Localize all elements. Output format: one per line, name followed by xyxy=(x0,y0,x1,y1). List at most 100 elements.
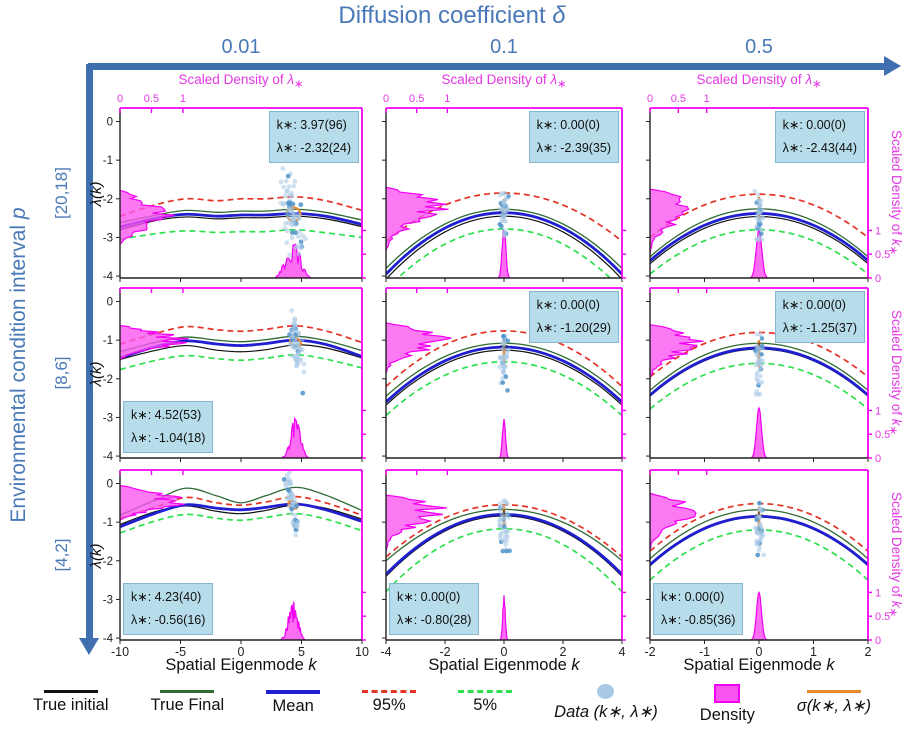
left-axis-title-text: Environmental condition interval xyxy=(7,224,30,523)
x-tick-label: 0 xyxy=(501,645,508,659)
y-tick-label: -3 xyxy=(103,594,113,606)
legend-item-data: Data (k∗, λ∗) xyxy=(554,684,658,722)
environment-axis-arrowhead-icon xyxy=(79,638,99,655)
density-top-label-col1: Scaled Density of λ∗ xyxy=(179,72,304,91)
annotation-lambda: λ∗: -1.25(37) xyxy=(782,320,857,335)
plot-canvas: 0 -1 -2 -3 -4-10 -5 0 5 10 xyxy=(103,469,369,659)
density-top-sub: ∗ xyxy=(294,78,304,91)
density-top-tick-label: 1 xyxy=(704,93,710,105)
true-initial-line-icon xyxy=(43,690,98,693)
environment-axis-arrow xyxy=(86,64,93,640)
left-axis-title-var: p xyxy=(7,207,30,220)
annotation-lambda: λ∗: -0.85(36) xyxy=(661,612,736,627)
density-right-var: k xyxy=(889,601,904,609)
legend-label: Data (k∗, λ∗) xyxy=(554,703,658,721)
y-tick-label: -4 xyxy=(103,633,114,645)
density-left xyxy=(120,189,175,246)
curve-p5 xyxy=(120,228,362,241)
true-final-line-icon xyxy=(160,690,215,693)
density-right-tick-label: 1 xyxy=(875,225,881,237)
x-tick-label: -2 xyxy=(644,645,655,659)
x-axis-label-col2: Spatial Eigenmode k xyxy=(428,656,579,675)
plot-content xyxy=(386,186,622,278)
legend: True initial True Final Mean 95% 5% Data… xyxy=(0,684,904,725)
density-bottom xyxy=(274,243,313,278)
annotation-lambda: λ∗: -0.80(28) xyxy=(397,612,472,627)
plot-canvas: -2 -1 0 1 200.51 xyxy=(644,469,890,659)
density-swatch-icon xyxy=(714,684,741,703)
density-top-tick-label: 1 xyxy=(444,93,450,105)
y-tick-label: -2 xyxy=(103,374,113,386)
subplot-r1c2: 0 0.5 1 k∗: 0.00(0) λ∗: -2.39(35) xyxy=(382,93,626,282)
curve-p95 xyxy=(120,325,362,345)
y-tick-label: -4 xyxy=(103,451,114,463)
density-right-tick-label: 0.5 xyxy=(875,429,890,441)
subplot-r1c1: 0 -1 -2 -3 -4 0 0.5 1 k∗: 3.97(96) λ∗: -2.32(24) xyxy=(103,93,366,283)
annotation-box: k∗: 4.23(40) λ∗: -0.56(16) xyxy=(123,583,214,635)
density-left xyxy=(650,492,697,550)
x-axis-label-text: Spatial Eigenmode xyxy=(683,656,822,674)
density-top-sub: ∗ xyxy=(557,78,567,91)
density-top-var: λ xyxy=(805,72,813,87)
annotation-k: k∗: 0.00(0) xyxy=(536,298,600,312)
annotation-lambda: λ∗: -1.20(29) xyxy=(536,320,611,335)
density-top-text: Scaled Density of xyxy=(696,72,802,87)
plot-canvas: -4 -2 0 2 4 xyxy=(380,469,626,659)
plot-canvas xyxy=(382,287,626,462)
legend-label: True initial xyxy=(33,696,109,714)
plot-content xyxy=(650,324,868,458)
y-tick-label: -3 xyxy=(103,232,113,244)
annotation-k: k∗: 0.00(0) xyxy=(536,118,600,132)
y-tick-label: -3 xyxy=(103,412,113,424)
density-right-sub: ∗ xyxy=(886,608,899,618)
subplot-r2c1: 0 -1 -2 -3 -4 k∗: 4.52(53) λ∗: -1.04(18) xyxy=(103,287,366,463)
legend-item-density: Density xyxy=(700,684,755,725)
x-tick-label: 5 xyxy=(298,645,305,659)
density-top-tick-label: 0 xyxy=(383,93,389,105)
column-value-1: 0.01 xyxy=(221,36,261,58)
annotation-box: k∗: 3.97(96) λ∗: -2.32(24) xyxy=(268,111,359,163)
density-top-text: Scaled Density of xyxy=(178,72,284,87)
x-tick-label: 2 xyxy=(865,645,872,659)
scatter-data xyxy=(752,500,767,558)
scatter-data xyxy=(278,153,308,258)
subplot-r2c3: 0 0.5 1 k∗: 0.00(0) λ∗: -1.25(37) xyxy=(646,287,890,465)
plot-canvas: 00.51 xyxy=(646,287,890,465)
annotation-box: k∗: 0.00(0) λ∗: -2.39(35) xyxy=(528,111,619,163)
density-right-text: Scaled Density of xyxy=(889,310,904,416)
density-left xyxy=(120,324,189,361)
x-tick-label: -1 xyxy=(699,645,710,659)
density-left xyxy=(650,324,704,379)
scatter-data xyxy=(752,188,765,242)
annotation-k: k∗: 3.97(96) xyxy=(276,118,347,132)
data-point-icon xyxy=(597,684,615,699)
curve-p95 xyxy=(650,193,868,239)
figure-title-text: Diffusion coefficient xyxy=(338,2,546,29)
density-top-tick-label: 0.5 xyxy=(144,93,159,105)
curve-final xyxy=(120,208,362,224)
curve-p5 xyxy=(386,527,622,593)
density-left xyxy=(386,322,452,374)
x-axis-label-var: k xyxy=(571,656,580,674)
y-tick-label: 0 xyxy=(107,117,113,129)
column-value-3: 0.5 xyxy=(745,36,773,58)
annotation-k: k∗: 0.00(0) xyxy=(397,590,461,604)
density-top-var: λ xyxy=(287,72,295,87)
plot-canvas: 0 0.5 1 0 0.5 1 xyxy=(646,93,890,285)
row-label-3: [4,2] xyxy=(52,538,71,572)
density-bottom xyxy=(750,406,768,458)
scatter-data xyxy=(497,498,512,554)
x-axis-label-var: k xyxy=(308,656,317,674)
mean-line-icon xyxy=(266,690,321,694)
scatter-data xyxy=(287,308,307,396)
subplot-r3c2: -4 -2 0 2 4 k∗: 0.00(0) λ∗: -0.80(28) xyxy=(380,469,626,659)
annotation-box: k∗: 0.00(0) λ∗: -0.80(28) xyxy=(389,583,480,635)
y-tick-label: -1 xyxy=(103,517,113,529)
annotation-k: k∗: 0.00(0) xyxy=(782,118,846,132)
density-right-tick-label: 1 xyxy=(875,587,881,599)
scatter-data xyxy=(497,334,511,393)
p95-dashed-line-icon xyxy=(362,690,417,693)
legend-label: σ(k∗, λ∗) xyxy=(796,697,871,715)
annotation-lambda: λ∗: -2.39(35) xyxy=(536,140,611,155)
